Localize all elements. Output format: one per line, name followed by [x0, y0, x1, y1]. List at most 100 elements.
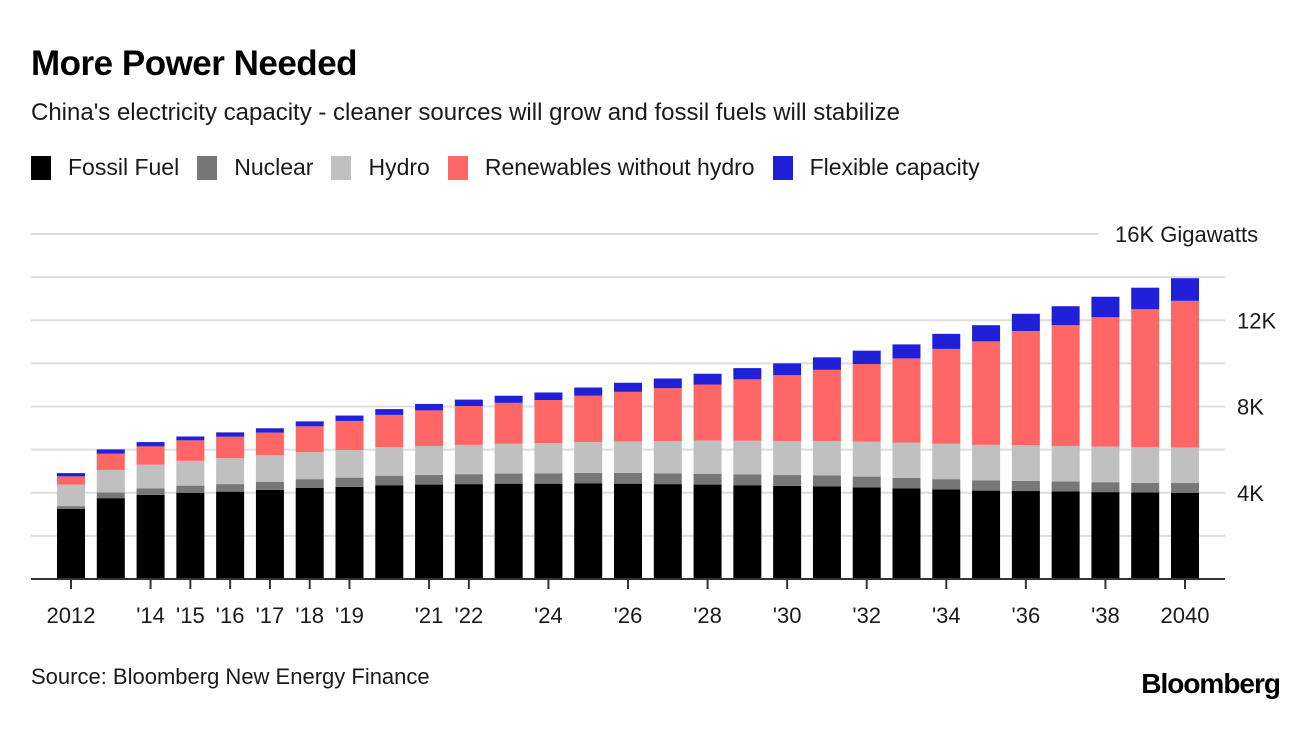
bar-segment-nuclear: [972, 480, 1001, 491]
bar-2029: [733, 368, 762, 579]
y-tick-label: 4K: [1237, 481, 1264, 506]
bar-segment-flexible-capacity: [852, 350, 881, 365]
bar-segment-fossil-fuel: [96, 498, 125, 579]
bar-segment-nuclear: [1131, 482, 1160, 493]
bar-segment-renewables-without-hydro: [932, 348, 961, 444]
bar-segment-fossil-fuel: [494, 483, 523, 579]
bar-2014: [136, 442, 165, 579]
bar-2016: [216, 432, 245, 579]
legend-label: Renewables without hydro: [484, 154, 755, 180]
bar-segment-fossil-fuel: [335, 486, 364, 579]
bar-segment-nuclear: [653, 473, 682, 485]
bar-segment-renewables-without-hydro: [375, 414, 404, 448]
bar-2037: [1051, 306, 1080, 579]
bar-2028: [693, 373, 722, 579]
bar-segment-nuclear: [773, 475, 802, 486]
bar-segment-hydro: [1051, 445, 1080, 482]
legend-item-flexible: Flexible capacity: [772, 154, 980, 181]
bar-segment-renewables-without-hydro: [614, 391, 642, 442]
bar-segment-nuclear: [216, 484, 245, 492]
bar-segment-nuclear: [892, 477, 921, 489]
bar-segment-flexible-capacity: [1091, 296, 1120, 318]
bar-segment-hydro: [375, 447, 404, 476]
bar-segment-hydro: [852, 441, 881, 477]
bar-segment-hydro: [494, 443, 523, 474]
bar-segment-fossil-fuel: [614, 483, 642, 579]
bar-segment-fossil-fuel: [534, 483, 563, 579]
bar-segment-nuclear: [96, 492, 125, 499]
bar-2038: [1091, 296, 1120, 579]
bar-segment-renewables-without-hydro: [1011, 331, 1040, 446]
bar-segment-hydro: [295, 452, 324, 480]
bar-segment-fossil-fuel: [1091, 492, 1120, 579]
bar-segment-fossil-fuel: [733, 485, 762, 579]
bar-segment-renewables-without-hydro: [176, 440, 205, 461]
bar-2039: [1131, 287, 1160, 579]
bar-segment-renewables-without-hydro: [494, 402, 523, 444]
bar-segment-renewables-without-hydro: [96, 453, 125, 470]
bar-segment-fossil-fuel: [295, 488, 324, 579]
x-tick-label: '36: [1012, 603, 1041, 628]
bar-segment-fossil-fuel: [653, 484, 682, 579]
bar-2030: [773, 363, 802, 579]
bar-segment-hydro: [57, 484, 85, 507]
x-axis: 2012 '14 '15 '16 '17 '18 '19 '21 '22 '24 '26 '28 '30…: [31, 578, 1225, 628]
bar-segment-flexible-capacity: [534, 392, 563, 401]
bar-segment-flexible-capacity: [614, 382, 642, 392]
bar-segment-renewables-without-hydro: [454, 406, 483, 445]
bar-segment-hydro: [614, 441, 642, 473]
bar-segment-renewables-without-hydro: [733, 379, 762, 441]
legend-label: Flexible capacity: [809, 154, 980, 180]
bar-segment-fossil-fuel: [1011, 491, 1040, 579]
bar-segment-fossil-fuel: [255, 489, 284, 579]
bar-segment-flexible-capacity: [574, 387, 603, 396]
bar-segment-hydro: [892, 442, 921, 478]
bar-segment-hydro: [136, 464, 165, 489]
bar-segment-hydro: [932, 443, 961, 480]
bar-segment-nuclear: [1011, 480, 1040, 492]
bar-segment-hydro: [216, 458, 245, 485]
bar-segment-fossil-fuel: [216, 491, 245, 579]
bar-segment-fossil-fuel: [454, 484, 483, 579]
bar-segment-renewables-without-hydro: [295, 426, 324, 453]
bar-2020: [375, 409, 404, 579]
bar-segment-renewables-without-hydro: [892, 358, 921, 443]
x-tick-label: 2012: [47, 603, 96, 628]
bar-segment-flexible-capacity: [733, 368, 762, 380]
bar-segment-flexible-capacity: [932, 333, 961, 349]
bar-2013: [96, 449, 125, 579]
bar-segment-hydro: [255, 455, 284, 482]
bar-segment-renewables-without-hydro: [773, 375, 802, 441]
bar-segment-flexible-capacity: [136, 442, 165, 447]
legend: Fossil Fuel Nuclear Hydro Renewables wit…: [31, 154, 998, 181]
bar-segment-hydro: [574, 442, 603, 473]
bar-segment-renewables-without-hydro: [216, 436, 245, 459]
bar-segment-renewables-without-hydro: [1051, 325, 1080, 446]
bar-segment-fossil-fuel: [375, 485, 404, 579]
bar-segment-nuclear: [574, 472, 603, 484]
bar-2019: [335, 415, 364, 579]
bar-segment-renewables-without-hydro: [415, 410, 444, 446]
y-tick-label: 8K: [1237, 395, 1264, 420]
bar-segment-nuclear: [136, 488, 165, 495]
bar-segment-hydro: [1011, 445, 1040, 481]
bar-segment-nuclear: [614, 472, 642, 484]
x-tick-label: '18: [295, 603, 324, 628]
bar-segment-flexible-capacity: [454, 399, 483, 407]
bar-segment-flexible-capacity: [653, 378, 682, 389]
x-tick-label: '21: [415, 603, 444, 628]
legend-label: Nuclear: [234, 154, 314, 180]
bar-segment-flexible-capacity: [335, 415, 364, 421]
legend-label: Hydro: [368, 154, 430, 180]
x-tick-label: '22: [455, 603, 484, 628]
bar-segment-nuclear: [295, 479, 324, 489]
bar-segment-flexible-capacity: [1131, 287, 1160, 310]
bar-segment-nuclear: [733, 474, 762, 486]
bar-segment-flexible-capacity: [494, 395, 523, 403]
bar-segment-renewables-without-hydro: [1171, 300, 1199, 448]
legend-swatch-hydro: [331, 155, 352, 180]
bar-segment-fossil-fuel: [812, 486, 841, 579]
x-tick-label: '30: [773, 603, 802, 628]
legend-swatch-fossil-fuel: [31, 155, 51, 180]
legend-swatch-nuclear: [197, 155, 218, 180]
